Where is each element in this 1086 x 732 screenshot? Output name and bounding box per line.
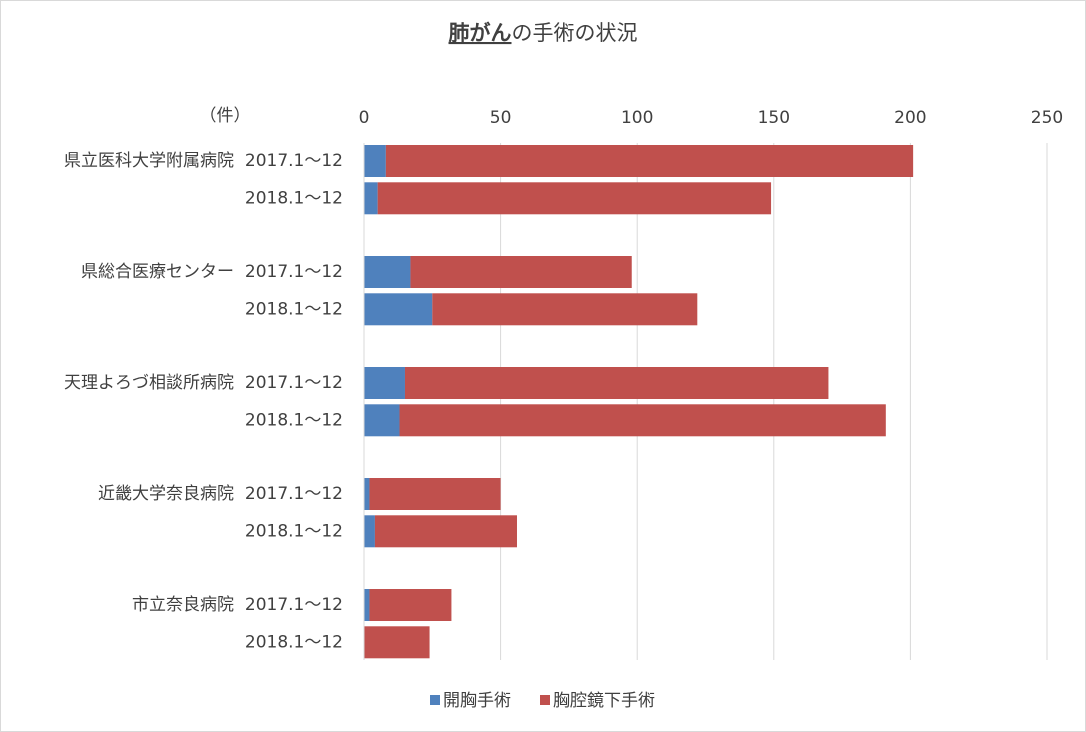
bar-segment	[377, 182, 772, 215]
y-tick-label: 2017.1～12	[245, 595, 343, 615]
bar-segment	[364, 404, 400, 437]
group-label: 県総合医療センター	[81, 262, 234, 282]
bar-segment	[364, 293, 433, 326]
bar-segment	[364, 478, 370, 510]
bar-segment	[404, 367, 829, 399]
x-tick-label: 250	[1031, 108, 1063, 128]
title-emphasis: 肺がん	[449, 21, 512, 45]
group-label: 天理よろづ相談所病院	[64, 373, 234, 393]
chart-title: 肺がんの手術の状況	[449, 21, 638, 45]
bar-segment	[410, 256, 632, 288]
y-tick-label: 2018.1～12	[245, 632, 343, 652]
x-tick-label: 200	[894, 108, 926, 128]
y-tick-label: 2018.1～12	[245, 299, 343, 319]
group-label: 近畿大学奈良病院	[98, 484, 234, 504]
bar-segment	[374, 515, 517, 548]
legend-swatch	[540, 695, 550, 705]
legend-swatch	[430, 695, 440, 705]
bar-segment	[364, 145, 386, 177]
bar-segment	[369, 478, 501, 510]
y-tick-label: 2018.1～12	[245, 410, 343, 430]
legend-label: 胸腔鏡下手術	[553, 691, 655, 711]
y-tick-label: 2018.1～12	[245, 188, 343, 208]
bar-segment	[364, 626, 430, 659]
bar-segment	[364, 256, 411, 288]
x-axis-label: （件）	[200, 106, 251, 126]
bar-segment	[432, 293, 698, 326]
bar-segment	[364, 515, 375, 548]
legend-label: 開胸手術	[443, 691, 511, 711]
group-label: 市立奈良病院	[132, 595, 234, 615]
y-tick-label: 2017.1～12	[245, 262, 343, 282]
bar-segment	[385, 145, 914, 177]
bar-segment	[399, 404, 886, 437]
y-tick-label: 2017.1～12	[245, 373, 343, 393]
title-rest: の手術の状況	[512, 21, 638, 45]
x-tick-label: 100	[621, 108, 653, 128]
x-tick-label: 0	[359, 108, 370, 128]
bar-segment	[364, 589, 370, 621]
y-tick-label: 2017.1～12	[245, 484, 343, 504]
group-label: 県立医科大学附属病院	[64, 151, 234, 171]
x-tick-label: 150	[758, 108, 790, 128]
bar-segment	[364, 182, 378, 215]
bar-segment	[364, 367, 405, 399]
x-tick-label: 50	[490, 108, 512, 128]
y-tick-label: 2017.1～12	[245, 151, 343, 171]
y-tick-label: 2018.1～12	[245, 521, 343, 541]
bar-segment	[369, 589, 452, 621]
